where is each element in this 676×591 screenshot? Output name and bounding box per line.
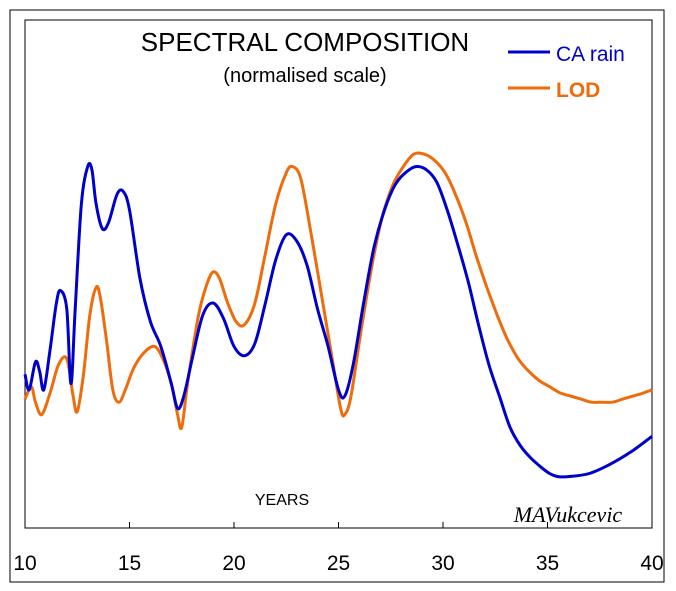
legend: CA rain LOD (508, 43, 625, 102)
series-line-ca-rain (23, 161, 653, 479)
legend-label-lod: LOD (556, 79, 600, 102)
chart-subtitle: (normalised scale) (223, 65, 386, 87)
series-line-lod (23, 151, 653, 430)
x-tick-label: 40 (640, 552, 663, 575)
x-axis-ticks: 10 15 20 25 30 35 40 (13, 522, 664, 575)
series-layer (23, 151, 653, 479)
x-tick-label: 25 (327, 552, 350, 575)
chart-title: SPECTRAL COMPOSITION (141, 27, 469, 57)
x-tick-label: 20 (222, 552, 245, 575)
plot-area (24, 19, 653, 529)
x-tick-label: 15 (118, 552, 141, 575)
legend-label-ca-rain: CA rain (556, 43, 625, 66)
x-tick-label: 35 (536, 552, 559, 575)
x-tick-label: 30 (431, 552, 454, 575)
x-axis-label: YEARS (255, 492, 309, 509)
author-annotation: MAVukcevic (513, 502, 623, 527)
x-tick-label: 10 (13, 552, 36, 575)
